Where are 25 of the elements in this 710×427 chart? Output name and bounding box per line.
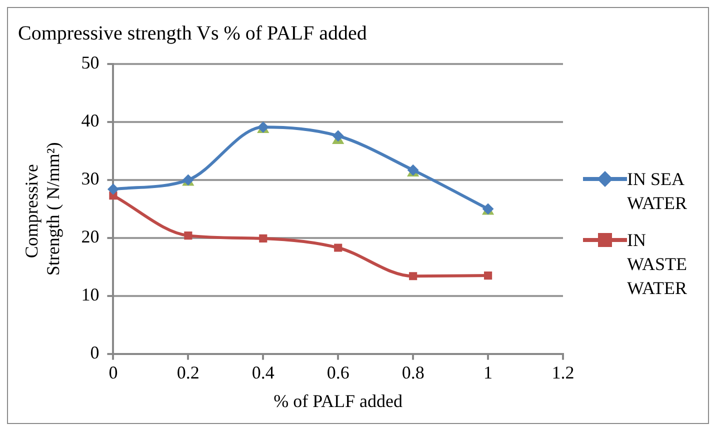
x-tick-label: 1.2 xyxy=(552,362,574,382)
point xyxy=(108,184,119,195)
x-axis-title: % of PALF added xyxy=(274,390,403,411)
point xyxy=(409,272,418,280)
y-tick-label: 30 xyxy=(81,168,100,189)
point xyxy=(184,232,192,240)
y-tick-label: 0 xyxy=(90,342,100,363)
point xyxy=(332,130,344,142)
legend-label: IN SEA WATER xyxy=(627,168,688,215)
y-axis-title: Compressive Strength ( N/mm²) xyxy=(22,142,64,276)
y-tick-label: 10 xyxy=(81,284,100,305)
chart-title: Compressive strength Vs % of PALF added xyxy=(18,22,367,44)
x-tick-label: 0.8 xyxy=(402,362,424,382)
point xyxy=(259,234,268,242)
x-tick-label: 0.4 xyxy=(252,362,274,382)
y-tick-label: 20 xyxy=(81,226,100,247)
point xyxy=(334,244,342,252)
point xyxy=(484,272,492,280)
legend-label: IN WASTE WATER xyxy=(627,229,688,300)
x-tick-label: 0 xyxy=(108,362,118,382)
x-tick-label: 0.2 xyxy=(176,362,200,382)
x-tick-label: 1 xyxy=(484,362,493,382)
y-tick-label: 40 xyxy=(81,110,100,131)
y-tick-label: 50 xyxy=(81,52,100,73)
x-tick-label: 0.6 xyxy=(326,362,350,382)
